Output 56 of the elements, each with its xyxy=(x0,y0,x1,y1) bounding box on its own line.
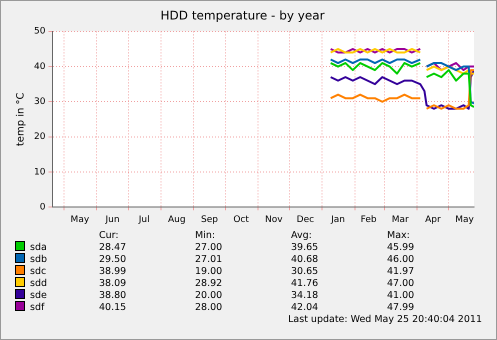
y-tick-label: 40 xyxy=(34,62,46,72)
x-tick-label: Aug xyxy=(168,214,186,225)
legend-label: sdd xyxy=(29,277,48,289)
text: Max: xyxy=(386,230,411,241)
chart-title: HDD temperature - by year xyxy=(160,8,325,22)
text: 38.80 xyxy=(98,289,128,301)
x-tick-label: Mar xyxy=(392,214,410,225)
x-tick-label: Oct xyxy=(233,214,250,225)
text: 28.92 xyxy=(194,277,224,289)
text: Last update: Wed May 25 20:40:04 2011 xyxy=(288,314,482,325)
x-tick-label: Sep xyxy=(200,214,218,225)
legend-label: sdf xyxy=(29,301,46,313)
text: 39.65 xyxy=(290,241,320,253)
text: 38.09 xyxy=(98,277,128,289)
y-tick-label: 30 xyxy=(34,97,46,108)
text: 38.99 xyxy=(98,265,128,277)
text: 29.50 xyxy=(98,253,128,265)
text: 20.00 xyxy=(194,289,224,301)
y-tick-label: 20 xyxy=(34,132,46,142)
legend-label: sdc xyxy=(29,265,48,277)
text: 30.65 xyxy=(290,265,320,277)
text: 45.99 xyxy=(386,241,416,253)
text: 40.68 xyxy=(290,253,320,265)
x-tick-label: Nov xyxy=(264,214,284,225)
text: 47.99 xyxy=(386,301,416,313)
x-tick-label: Jan xyxy=(330,214,345,225)
text: 19.00 xyxy=(194,265,224,277)
text: Cur: xyxy=(98,230,120,241)
text: 41.00 xyxy=(386,289,416,301)
text: 41.76 xyxy=(290,277,320,289)
y-axis-title: temp in °C xyxy=(16,92,27,146)
x-tick-label: Feb xyxy=(360,214,377,225)
y-tick-label: 50 xyxy=(34,26,46,37)
text: 34.18 xyxy=(290,289,320,301)
text: 27.00 xyxy=(194,241,224,253)
x-tick-label: May xyxy=(455,214,474,225)
text: 27.01 xyxy=(194,253,224,265)
text: 40.15 xyxy=(98,301,128,313)
text: 28.00 xyxy=(194,301,224,313)
text: 28.47 xyxy=(98,241,128,253)
text: Min: xyxy=(194,230,216,241)
legend-label: sda xyxy=(29,241,48,253)
y-tick-label: 10 xyxy=(34,167,46,178)
x-tick-label: May xyxy=(70,214,90,225)
x-tick-label: Apr xyxy=(425,214,441,225)
x-tick-label: Dec xyxy=(296,214,314,225)
y-tick-label: 0 xyxy=(40,202,46,213)
text: 41.97 xyxy=(386,265,416,277)
legend-label: sdb xyxy=(29,253,48,265)
text: 42.04 xyxy=(290,301,320,313)
text: Avg: xyxy=(290,230,313,241)
legend-label: sde xyxy=(29,289,48,301)
x-tick-label: Jun xyxy=(104,214,120,225)
text: 46.00 xyxy=(386,253,416,265)
x-tick-label: Jul xyxy=(138,214,150,225)
text: 47.00 xyxy=(386,277,416,289)
